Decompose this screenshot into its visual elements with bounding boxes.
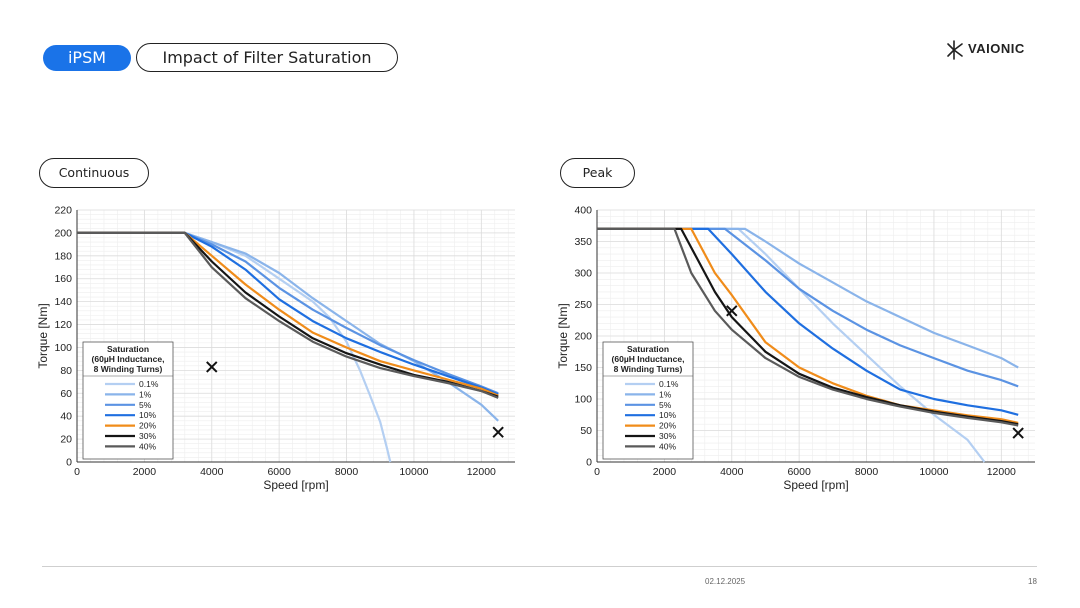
continuous-chart: 0 2000 4000 6000 8000 10000 12000 0 20 40 60 80 100 1… bbox=[36, 205, 515, 492]
peak-y-tick-label: 400 bbox=[574, 205, 592, 217]
continuous-y-tick-label: 200 bbox=[54, 227, 72, 239]
continuous-x-axis-label: Speed [rpm] bbox=[263, 478, 328, 492]
peak-marker bbox=[726, 305, 738, 317]
continuous-legend-box bbox=[82, 341, 174, 460]
continuous-series-line-1% bbox=[77, 231, 499, 422]
continuous-y-tick-label: 220 bbox=[54, 205, 72, 217]
continuous-x-tick-label: 12000 bbox=[467, 466, 496, 478]
continuous-x-tick-label: 10000 bbox=[399, 466, 428, 478]
peak-x-axis-label: Speed [rpm] bbox=[783, 478, 848, 492]
peak-y-tick-label: 350 bbox=[574, 236, 592, 248]
continuous-x-tick-label: 2000 bbox=[133, 466, 157, 478]
continuous-legend-title: Saturation bbox=[107, 344, 149, 354]
peak-legend-title: Saturation bbox=[627, 344, 669, 354]
continuous-y-tick-label: 40 bbox=[60, 411, 72, 423]
continuous-x-tick-label: 6000 bbox=[267, 466, 291, 478]
continuous-legend-label-1%: 1% bbox=[139, 389, 152, 399]
peak-legend-label-1%: 1% bbox=[659, 389, 672, 399]
continuous-x-tick-label: 8000 bbox=[335, 466, 359, 478]
peak-series-line-20% bbox=[597, 227, 1019, 424]
peak-y-tick-label: 300 bbox=[574, 268, 592, 280]
vaionic-logo-icon bbox=[947, 40, 963, 60]
continuous-legend-label-30%: 30% bbox=[139, 431, 156, 441]
continuous-label: Continuous bbox=[39, 158, 149, 188]
continuous-legend-label-5%: 5% bbox=[139, 400, 152, 410]
peak-marker bbox=[1012, 427, 1024, 439]
peak-y-tick-label: 0 bbox=[586, 457, 592, 469]
continuous-y-axis-label: Torque [Nm] bbox=[36, 303, 50, 368]
logo-text: VAIONIC bbox=[968, 41, 1025, 56]
section-tag: iPSM bbox=[43, 45, 131, 71]
continuous-y-tick-label: 120 bbox=[54, 319, 72, 331]
continuous-y-tick-label: 100 bbox=[54, 342, 72, 354]
peak-series-line-10% bbox=[597, 227, 1019, 416]
slide-title: Impact of Filter Saturation bbox=[136, 43, 398, 72]
continuous-y-tick-label: 180 bbox=[54, 250, 72, 262]
peak-y-axis-label: Torque [Nm] bbox=[556, 303, 570, 368]
peak-y-tick-label: 250 bbox=[574, 299, 592, 311]
brand-logo: VAIONIC bbox=[944, 38, 1044, 64]
peak-x-tick-label: 12000 bbox=[987, 466, 1016, 478]
continuous-legend-title: 8 Winding Turns) bbox=[94, 364, 163, 374]
continuous-y-tick-label: 60 bbox=[60, 388, 72, 400]
peak-y-tick-label: 100 bbox=[574, 394, 592, 406]
peak-y-tick-label: 150 bbox=[574, 362, 592, 374]
continuous-y-tick-label: 140 bbox=[54, 296, 72, 308]
footer-date: 02.12.2025 bbox=[705, 577, 746, 586]
peak-series-line-5% bbox=[597, 227, 1019, 388]
footer-divider bbox=[42, 566, 1037, 567]
continuous-legend-title: (60µH Inductance, bbox=[92, 354, 165, 364]
peak-x-tick-label: 6000 bbox=[787, 466, 811, 478]
continuous-series-line-5% bbox=[77, 231, 499, 395]
peak-legend-label-40%: 40% bbox=[659, 441, 676, 451]
peak-legend-label-5%: 5% bbox=[659, 400, 672, 410]
peak-legend-title: (60µH Inductance, bbox=[612, 354, 685, 364]
page-number: 18 bbox=[1028, 577, 1037, 586]
continuous-marker bbox=[492, 426, 504, 438]
peak-series-line-30% bbox=[597, 227, 1019, 426]
peak-chart: 0 2000 4000 6000 8000 10000 12000 0 50 100 150 200 2… bbox=[556, 205, 1035, 492]
peak-legend-title: 8 Winding Turns) bbox=[614, 364, 683, 374]
continuous-y-tick-label: 0 bbox=[66, 457, 72, 469]
peak-legend-box bbox=[602, 341, 694, 460]
peak-label: Peak bbox=[560, 158, 635, 188]
peak-x-tick-label: 0 bbox=[594, 466, 600, 478]
peak-y-tick-label: 200 bbox=[574, 331, 592, 343]
peak-x-tick-label: 4000 bbox=[720, 466, 744, 478]
continuous-legend-label-20%: 20% bbox=[139, 421, 156, 431]
peak-y-tick-label: 50 bbox=[580, 425, 592, 437]
continuous-marker bbox=[206, 361, 218, 373]
continuous-legend-label-10%: 10% bbox=[139, 410, 156, 420]
peak-series-line-1% bbox=[597, 227, 1019, 369]
continuous-y-tick-label: 160 bbox=[54, 273, 72, 285]
continuous-legend-label-0.1%: 0.1% bbox=[139, 379, 159, 389]
peak-x-tick-label: 10000 bbox=[919, 466, 948, 478]
continuous-y-tick-label: 80 bbox=[60, 365, 72, 377]
continuous-legend-label-40%: 40% bbox=[139, 441, 156, 451]
continuous-x-tick-label: 4000 bbox=[200, 466, 224, 478]
continuous-y-tick-label: 20 bbox=[60, 434, 72, 446]
continuous-x-tick-label: 0 bbox=[74, 466, 80, 478]
peak-legend-label-0.1%: 0.1% bbox=[659, 379, 679, 389]
peak-series-line-40% bbox=[597, 227, 1019, 427]
peak-x-tick-label: 2000 bbox=[653, 466, 677, 478]
peak-x-tick-label: 8000 bbox=[855, 466, 879, 478]
continuous-series-line-20% bbox=[77, 231, 499, 397]
continuous-series-line-10% bbox=[77, 231, 499, 396]
peak-legend-label-30%: 30% bbox=[659, 431, 676, 441]
peak-legend-label-10%: 10% bbox=[659, 410, 676, 420]
peak-series-line-0.1% bbox=[597, 227, 986, 463]
peak-legend-label-20%: 20% bbox=[659, 421, 676, 431]
continuous-series-line-40% bbox=[77, 231, 499, 399]
